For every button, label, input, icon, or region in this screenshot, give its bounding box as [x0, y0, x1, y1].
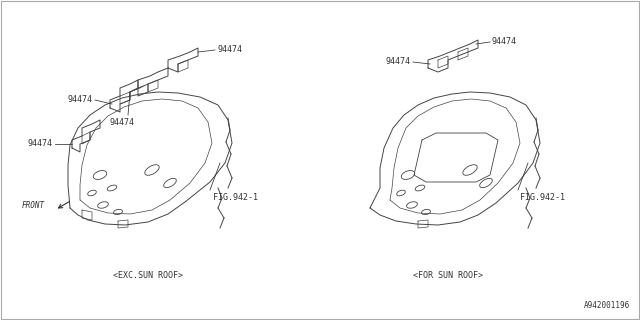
Text: 94474: 94474 [492, 37, 517, 46]
Text: FIG.942-1: FIG.942-1 [520, 193, 565, 202]
Text: 94474: 94474 [386, 58, 411, 67]
Text: <EXC.SUN ROOF>: <EXC.SUN ROOF> [113, 270, 183, 279]
Text: 94474: 94474 [68, 95, 93, 105]
Text: FIG.942-1: FIG.942-1 [213, 193, 258, 202]
Text: FRONT: FRONT [22, 201, 45, 210]
Text: 94474: 94474 [217, 45, 242, 54]
Text: 94474: 94474 [109, 118, 134, 127]
Text: 94474: 94474 [28, 140, 53, 148]
Text: <FOR SUN ROOF>: <FOR SUN ROOF> [413, 270, 483, 279]
Text: A942001196: A942001196 [584, 301, 630, 310]
